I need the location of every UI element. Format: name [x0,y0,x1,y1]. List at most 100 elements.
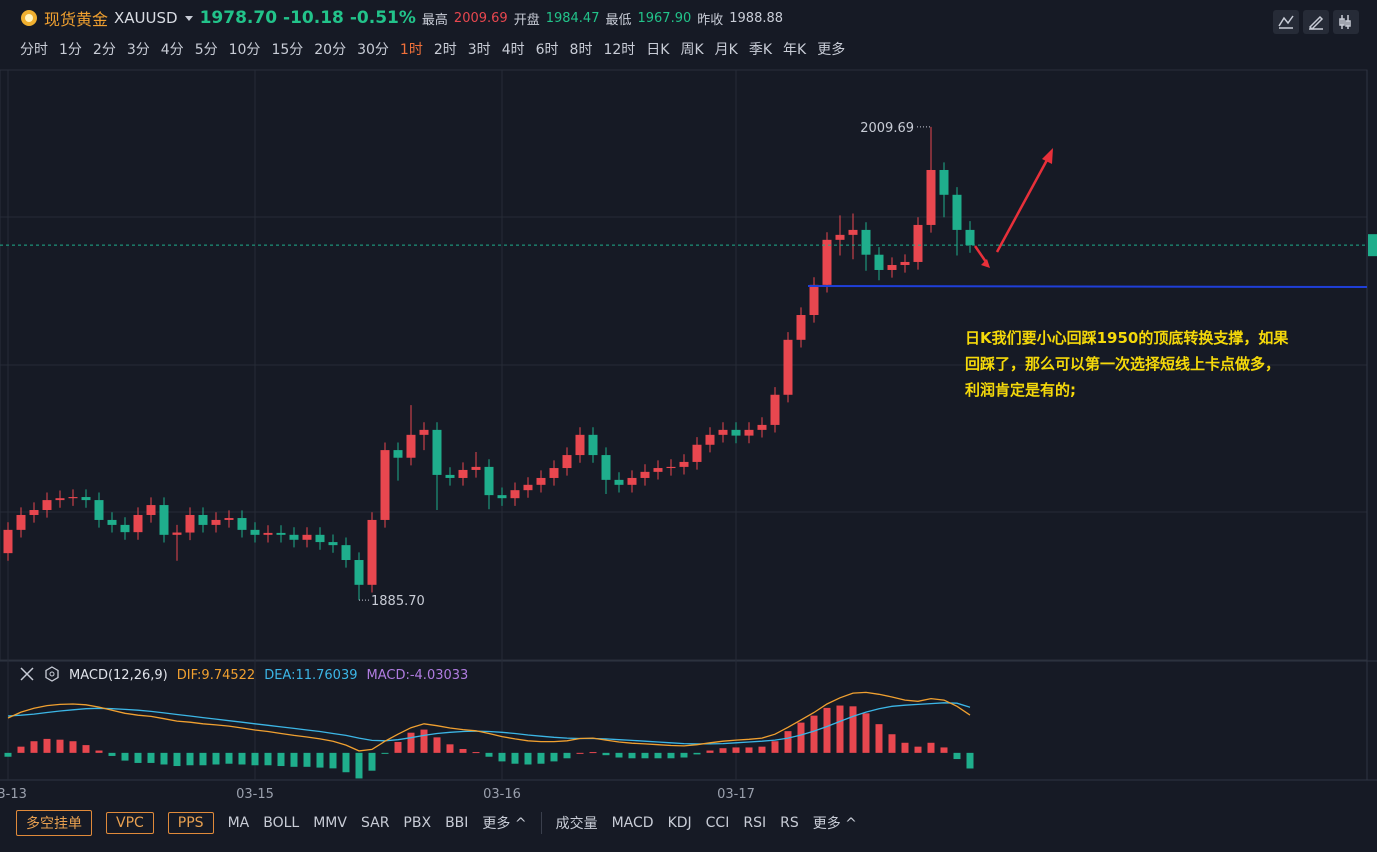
macd-bar [615,752,623,758]
timeframe[interactable]: 1分 [59,42,82,58]
timeframe-bar: 分时 1分 2分 3分 4分 5分 10分 15分 20分 30分 1时 2时 3时 4时 6时 8时 12时日… [20,38,845,60]
macd-bar [69,741,77,753]
arrow [995,159,1049,253]
toggle-button[interactable]: 多空挂单 [16,810,92,836]
candle-body [796,315,806,340]
macd-bar [186,752,194,766]
icon-button[interactable] [1333,10,1359,34]
sub-indicator[interactable]: RSI [743,815,767,831]
timeframe[interactable]: 日K [646,42,670,58]
macd-bar [212,752,220,765]
macd-bar [381,752,389,754]
last-price: 1978.70 [199,8,278,28]
macd-bar [173,752,181,767]
sub-indicator[interactable]: CCI [705,815,730,831]
timeframe[interactable]: 2时 [433,42,457,58]
timeframe[interactable]: 分时 [20,42,48,58]
macd-bar [134,752,142,763]
candle-body [900,261,910,266]
candle-body [107,519,117,525]
icon-button[interactable] [1303,10,1329,34]
macd-bar [836,705,844,753]
macd-bar [732,747,740,753]
macd-bar [719,748,727,753]
timeframe[interactable]: 8时 [569,42,593,58]
settings-icon[interactable] [45,666,59,682]
candle-body [185,514,195,533]
macd-bar [771,741,779,753]
symbol[interactable]: XAUUSD [114,9,178,27]
macd-bar [394,742,402,753]
candle-body [55,498,65,501]
candle-body [679,461,689,467]
toolbar-icons[interactable] [1273,10,1359,34]
timeframe[interactable]: 30分 [357,42,389,58]
timeframe[interactable]: 3分 [126,42,150,58]
timeframe[interactable]: 6时 [535,42,559,58]
candle-body [510,490,520,499]
macd-bar [576,752,584,754]
candle-body [926,169,936,225]
sub-indicator[interactable]: 成交量 [555,816,598,832]
candle-body [783,339,793,395]
timeframe[interactable]: 2分 [92,42,116,58]
macd-bar [17,746,25,753]
main-indicator[interactable]: 更多 ^ [482,816,527,832]
toggle-button[interactable]: PPS [167,812,214,834]
x-tick-label: 03-13 [0,787,27,802]
main-indicator[interactable]: SAR [360,815,390,831]
macd-legend-icons[interactable] [20,666,59,682]
candle-body [458,469,468,478]
candle-body [484,466,494,496]
timeframe[interactable]: 月K [714,42,738,58]
macd-bar [342,752,350,773]
timeframe[interactable]: 1时 [399,42,423,58]
timeframe[interactable]: 12时 [603,42,636,58]
macd-bar [524,752,532,765]
macd-bar [563,752,571,759]
macd-bar [472,752,480,754]
min-label: 1885.70 [371,594,425,609]
separator [540,812,542,834]
timeframe[interactable]: 20分 [314,42,347,58]
macd-bar [849,706,857,753]
candle-body [42,500,52,511]
main-indicator[interactable]: MA [227,815,250,831]
macd-bar [316,752,324,768]
sub-indicator[interactable]: KDJ [667,815,692,831]
timeframe[interactable]: 5分 [194,42,218,58]
timeframe[interactable]: 年K [783,42,807,58]
sub-indicator[interactable]: MACD [611,815,654,831]
main-indicator[interactable]: MMV [313,815,347,831]
timeframe[interactable]: 15分 [271,42,304,58]
main-indicator[interactable]: PBX [403,815,432,831]
main-indicator[interactable]: BBI [445,815,469,831]
candle-body [666,466,676,469]
icon-button[interactable] [1273,10,1299,34]
timeframe[interactable]: 10分 [228,42,261,58]
timeframe[interactable]: 周K [680,42,704,58]
macd-bar [901,742,909,753]
macd-bar [147,752,155,763]
timeframe[interactable]: 3时 [467,42,491,58]
sub-indicator[interactable]: 更多 ^ [812,816,857,832]
sub-indicator[interactable]: RS [780,815,799,831]
candle-body [965,229,975,246]
macd-bar [290,752,298,767]
gold-icon [21,10,37,26]
candle-body [224,518,234,520]
timeframe[interactable]: 季K [748,42,773,58]
timeframe[interactable]: 更多 [817,42,846,58]
toggle-button[interactable]: VPC [106,812,154,834]
main-indicator[interactable]: BOLL [263,815,300,831]
candle-body [874,254,884,270]
candle-body [705,434,715,445]
timeframe[interactable]: 4分 [160,42,184,58]
dropdown-caret[interactable] [184,13,194,23]
close-icon[interactable] [20,667,34,681]
timeframe[interactable]: 4时 [501,42,525,58]
candle-body [328,542,338,546]
candle-body [744,429,754,436]
candle-body [913,224,923,262]
